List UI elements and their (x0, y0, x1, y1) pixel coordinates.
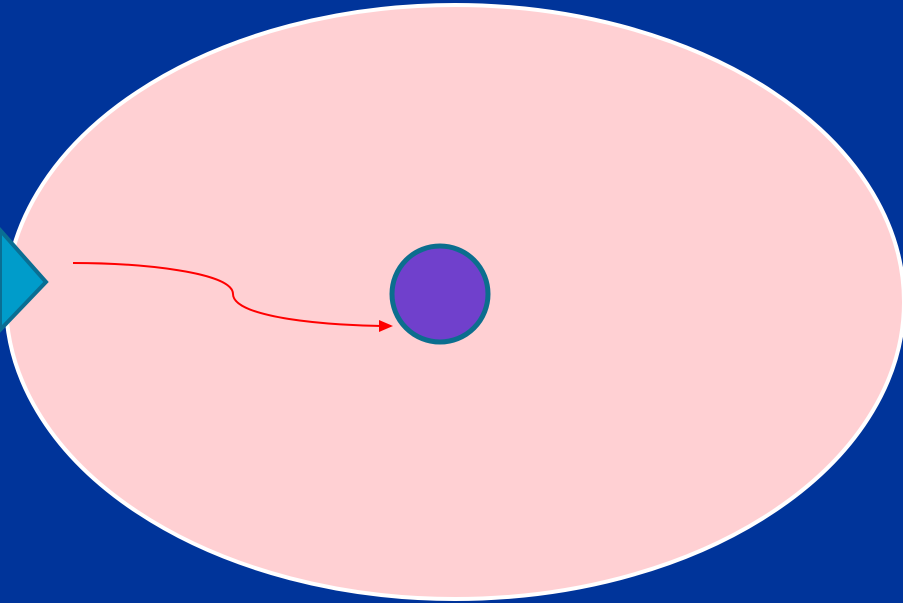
curved-arrow (72, 262, 393, 332)
diamond-pointer (0, 226, 49, 333)
target-circle (389, 243, 491, 345)
